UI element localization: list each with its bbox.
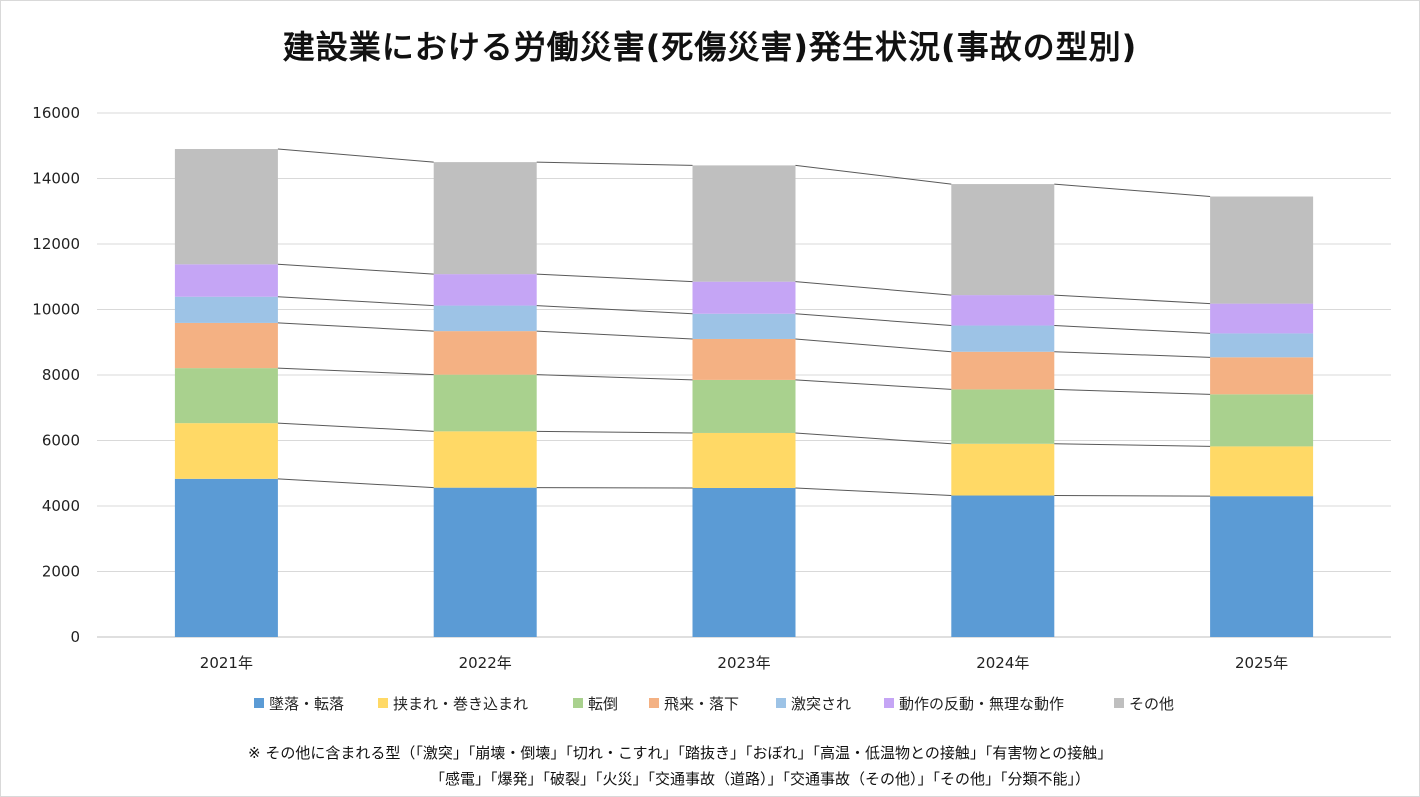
bar-segment [174,368,278,424]
legend-swatch [649,698,659,708]
bar-segment [1210,196,1314,304]
legend-swatch [378,698,388,708]
bar-segment [951,295,1055,326]
x-tick-label: 2022年 [459,654,512,672]
bar-segment [433,274,537,306]
y-tick-label: 0 [70,628,80,646]
bar-segment [1210,496,1314,637]
series-line [277,148,434,163]
legend-label: 動作の反動・無理な動作 [899,695,1064,713]
bar-segment [433,331,537,375]
series-line [1054,351,1211,358]
bar-segment [1210,303,1314,334]
legend-label: 転倒 [588,695,618,713]
legend-label: 挟まれ・巻き込まれ [393,695,528,713]
series-line [536,330,693,340]
legend-swatch [884,698,894,708]
y-tick-label: 14000 [32,170,80,188]
bar-segment [692,379,796,433]
y-tick-label: 4000 [42,497,80,515]
y-tick-label: 8000 [42,366,80,384]
legend-swatch [776,698,786,708]
series-line [277,322,434,332]
series-line [277,422,434,432]
bar-segment [433,374,537,432]
footnote-line-2: 「感電」「爆発」「破裂」「火災」「交通事故（道路）」「交通事故（その他）」「その… [430,770,1091,788]
y-tick-label: 16000 [32,104,80,122]
series-line [1054,325,1211,334]
bar-segment [951,184,1055,296]
legend-swatch [1114,698,1124,708]
bar-segment [433,162,537,275]
series-line [536,430,693,434]
bar-segment [1210,357,1314,395]
footnote-line-1: ※ その他に含まれる型（「激突」「崩壊・倒壊」「切れ・こすれ」「踏抜き」「おぼれ… [248,744,1113,762]
series-line [795,313,952,327]
series-line [277,296,434,307]
series-line [277,367,434,376]
bar-segment [1210,446,1314,497]
bar-segment [174,322,278,369]
bar-segment [692,165,796,282]
bar-segment [433,487,537,637]
series-line [536,161,693,166]
bar-segment [433,305,537,332]
bar-segment [951,389,1055,444]
y-tick-label: 10000 [32,301,80,319]
bar-segment [174,478,278,637]
y-tick-label: 2000 [42,563,80,581]
bar-segment [692,338,796,380]
bar-segment [174,296,278,323]
bar-segment [692,432,796,488]
series-line [795,281,952,296]
series-line [795,338,952,353]
bar-segment [1210,394,1314,447]
bar-segment [433,431,537,488]
bar-segment [1210,333,1314,358]
chart-title: 建設業における労働災害(死傷災害)発生状況(事故の型別) [282,28,1138,66]
x-tick-label: 2024年 [976,654,1029,672]
series-line [795,164,952,185]
x-tick-label: 2023年 [717,654,770,672]
series-line [536,374,693,381]
bar-segment [174,149,278,265]
series-line [536,273,693,283]
bar-segment [951,325,1055,352]
series-line [795,379,952,390]
series-line [1054,443,1211,447]
legend-label: 激突され [791,695,851,713]
x-tick-label: 2021年 [200,654,253,672]
series-line [1054,388,1211,395]
series-line [1054,183,1211,198]
series-line [1054,495,1211,497]
legend-swatch [254,698,264,708]
footnote: ※ その他に含まれる型（「激突」「崩壊・倒壊」「切れ・こすれ」「踏抜き」「おぼれ… [248,740,1398,792]
series-line [277,478,434,489]
series-line [795,487,952,497]
series-line [536,305,693,315]
bar-segment [951,495,1055,637]
series-line [277,263,434,275]
y-tick-label: 12000 [32,235,80,253]
legend-label: 墜落・転落 [269,695,344,713]
bar-segment [692,487,796,637]
bar-segment [174,264,278,297]
bar-segment [951,351,1055,390]
legend-label: 飛来・落下 [664,695,739,713]
legend-swatch [573,698,583,708]
legend-label: その他 [1129,695,1174,713]
bar-segment [692,313,796,339]
bar-segment [692,281,796,314]
bar-segment [951,443,1055,496]
series-line [795,432,952,445]
series-line [1054,294,1211,305]
x-tick-label: 2025年 [1235,654,1288,672]
bar-segment [174,423,278,479]
y-tick-label: 6000 [42,432,80,450]
